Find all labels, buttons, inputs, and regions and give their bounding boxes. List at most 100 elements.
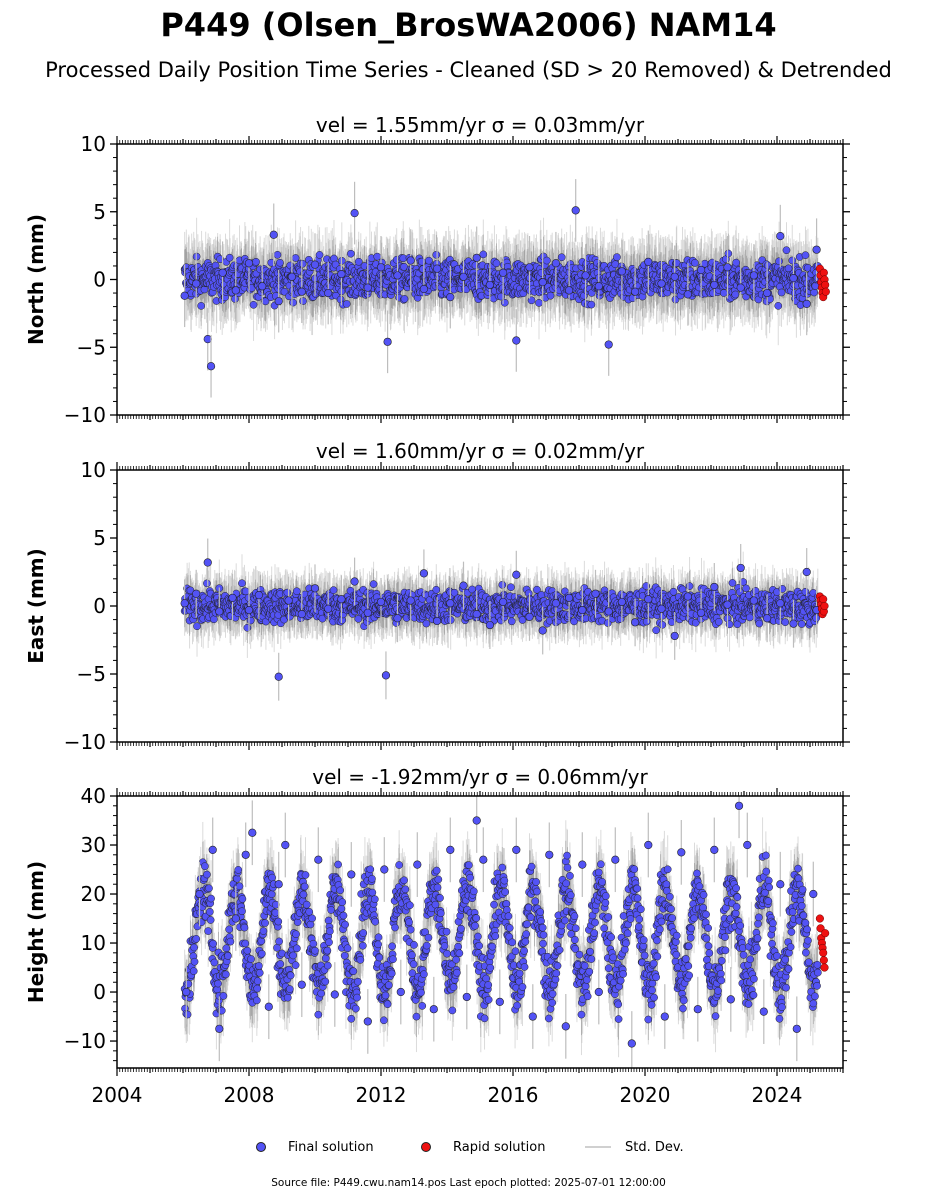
final-solution-point bbox=[291, 254, 300, 262]
final-solution-point bbox=[432, 250, 441, 259]
final-solution-point bbox=[274, 297, 283, 306]
final-solution-point bbox=[762, 288, 772, 298]
final-solution-point bbox=[732, 258, 741, 267]
final-solution-point bbox=[525, 263, 534, 272]
final-solution-point bbox=[267, 258, 276, 267]
final-solution-point bbox=[587, 300, 596, 309]
final-solution-point bbox=[801, 251, 810, 260]
final-solution-point bbox=[775, 257, 783, 266]
final-solution-point bbox=[350, 209, 359, 218]
rapid-solution-point bbox=[821, 280, 830, 289]
final-solution-point bbox=[581, 271, 590, 280]
final-solution-point bbox=[551, 259, 561, 268]
final-solution-point bbox=[571, 206, 580, 215]
y-tick-label: −5 bbox=[77, 335, 106, 359]
final-solution-point bbox=[782, 246, 791, 255]
final-solution-point bbox=[252, 257, 260, 266]
final-solution-point bbox=[749, 271, 759, 280]
final-solution-point bbox=[197, 302, 205, 310]
final-solution-point bbox=[485, 280, 495, 290]
final-solution-point bbox=[789, 274, 798, 283]
final-solution-point bbox=[337, 269, 346, 279]
final-solution-point bbox=[557, 253, 566, 262]
panel-title: vel = 1.55mm/yr σ = 0.03mm/yr bbox=[316, 113, 645, 137]
final-solution-point bbox=[376, 263, 386, 272]
rapid-solution-series bbox=[815, 264, 830, 302]
final-solution-point bbox=[617, 267, 627, 276]
y-tick-label: −10 bbox=[64, 403, 106, 427]
final-solution-point bbox=[269, 230, 278, 239]
rapid-solution-point bbox=[819, 268, 828, 277]
final-solution-point bbox=[472, 253, 481, 262]
final-solution-point bbox=[289, 298, 297, 307]
final-solution-point bbox=[342, 300, 351, 308]
panel-1: 10 5 0 −5 −10 vel = 1.55mm/yr σ = 0.03mm/yr No… bbox=[24, 113, 850, 427]
final-solution-point bbox=[812, 245, 821, 254]
final-solution-point bbox=[691, 259, 699, 267]
final-solution-point bbox=[538, 278, 547, 287]
final-solution-point bbox=[499, 268, 508, 277]
y-tick-label: 0 bbox=[93, 268, 106, 292]
final-solution-point bbox=[180, 291, 189, 300]
final-solution-point bbox=[373, 252, 382, 261]
final-solution-point bbox=[492, 259, 501, 268]
final-solution-point bbox=[310, 260, 320, 269]
final-solution-point bbox=[400, 295, 409, 303]
rapid-solution-point bbox=[821, 287, 830, 296]
final-solution-point bbox=[425, 256, 433, 265]
final-solution-point bbox=[393, 271, 402, 280]
final-solution-series bbox=[180, 246, 822, 310]
plot-area bbox=[180, 179, 830, 398]
final-solution-point bbox=[644, 257, 653, 266]
final-solution-point bbox=[774, 302, 783, 310]
final-solution-point bbox=[297, 287, 306, 296]
final-solution-point bbox=[670, 272, 679, 281]
final-solution-point bbox=[719, 289, 728, 297]
final-solution-point bbox=[218, 268, 227, 277]
final-solution-point bbox=[273, 250, 282, 259]
final-solution-point bbox=[354, 257, 363, 266]
final-solution-point bbox=[383, 337, 392, 346]
final-solution-point bbox=[630, 287, 640, 296]
final-solution-point bbox=[225, 253, 234, 262]
y-tick-label: 10 bbox=[81, 132, 106, 156]
final-solution-point bbox=[459, 272, 468, 281]
y-axis-label: North (mm) bbox=[24, 214, 48, 345]
final-solution-point bbox=[736, 283, 745, 292]
final-solution-point bbox=[500, 298, 509, 307]
final-solution-point bbox=[613, 253, 621, 261]
final-solution-point bbox=[347, 249, 355, 258]
final-solution-point bbox=[446, 293, 455, 302]
final-solution-point bbox=[723, 263, 732, 272]
final-solution-point bbox=[542, 256, 551, 265]
final-solution-point bbox=[363, 283, 372, 292]
final-solution-point bbox=[406, 256, 415, 265]
final-solution-point bbox=[604, 340, 613, 349]
final-solution-point bbox=[479, 250, 488, 259]
final-solution-point bbox=[192, 279, 201, 288]
final-solution-point bbox=[315, 251, 324, 259]
final-solution-point bbox=[299, 297, 307, 305]
final-solution-point bbox=[810, 288, 818, 297]
final-solution-point bbox=[546, 291, 555, 300]
y-tick-label: 5 bbox=[93, 200, 106, 224]
chart-subtitle: Processed Daily Position Time Series - C… bbox=[45, 58, 892, 82]
final-solution-point bbox=[203, 335, 212, 344]
final-solution-point bbox=[324, 288, 333, 298]
final-solution-point bbox=[777, 288, 786, 297]
final-solution-point bbox=[535, 299, 543, 307]
chart-title: P449 (Olsen_BrosWA2006) NAM14 bbox=[160, 6, 777, 44]
final-solution-point bbox=[683, 290, 693, 299]
final-solution-point bbox=[802, 299, 811, 308]
final-solution-point bbox=[594, 282, 603, 291]
final-solution-point bbox=[287, 272, 297, 281]
final-solution-point bbox=[206, 362, 216, 371]
plot-area bbox=[180, 538, 829, 701]
final-solution-point bbox=[657, 279, 666, 288]
final-solution-point bbox=[731, 290, 740, 299]
final-solution-point bbox=[776, 232, 785, 241]
final-solution-point bbox=[696, 265, 706, 275]
final-solution-point bbox=[564, 286, 574, 295]
